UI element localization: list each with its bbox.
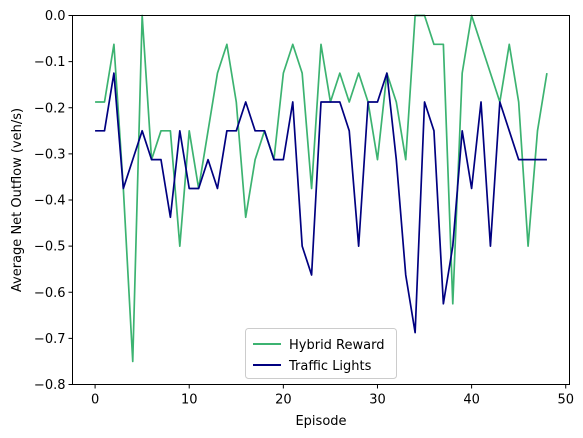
y-tick-label: −0.3 (34, 147, 66, 162)
y-tick-label: −0.1 (34, 55, 66, 70)
y-tick-label: 0.0 (45, 9, 66, 24)
x-tick-label: 40 (463, 393, 480, 408)
legend: Hybrid Reward Traffic Lights (246, 329, 397, 379)
y-tick-label: −0.2 (34, 101, 66, 116)
y-tick-label: −0.6 (34, 286, 66, 301)
x-tick-label: 20 (275, 393, 292, 408)
x-tick-label: 0 (91, 393, 99, 408)
y-tick-label: −0.8 (34, 378, 66, 393)
x-tick-label: 50 (557, 393, 574, 408)
x-tick-label: 10 (181, 393, 198, 408)
legend-label-traffic-lights: Traffic Lights (288, 359, 372, 374)
y-axis-label: Average Net Outflow (veh/s) (10, 108, 25, 292)
y-tick-label: −0.5 (34, 240, 66, 255)
x-tick-label: 30 (369, 393, 386, 408)
legend-label-hybrid-reward: Hybrid Reward (289, 338, 384, 353)
y-tick-label: −0.4 (34, 194, 66, 209)
y-tick-label: −0.7 (34, 332, 66, 347)
x-axis-label: Episode (295, 414, 346, 429)
